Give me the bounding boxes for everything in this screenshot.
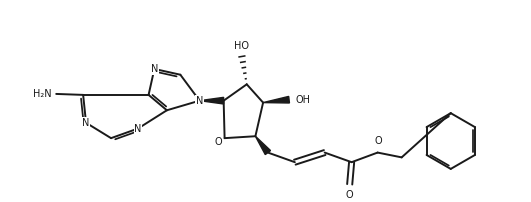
Text: O: O bbox=[375, 136, 382, 146]
Polygon shape bbox=[255, 136, 270, 155]
Polygon shape bbox=[200, 97, 224, 104]
Text: N: N bbox=[134, 124, 142, 134]
Text: N: N bbox=[151, 64, 158, 74]
Text: O: O bbox=[215, 137, 222, 147]
Text: N: N bbox=[196, 96, 203, 106]
Text: O: O bbox=[346, 190, 354, 200]
Polygon shape bbox=[263, 96, 289, 103]
Text: N: N bbox=[82, 118, 90, 128]
Text: H₂N: H₂N bbox=[33, 89, 52, 99]
Text: HO: HO bbox=[234, 41, 250, 51]
Text: OH: OH bbox=[295, 95, 310, 105]
